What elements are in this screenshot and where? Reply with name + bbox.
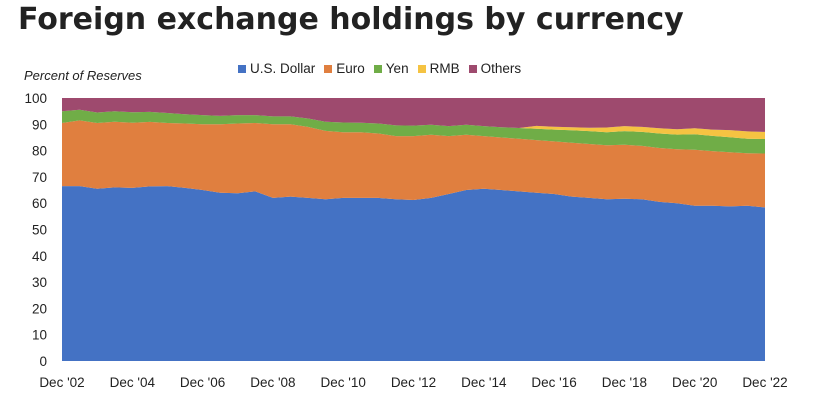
- legend-swatch-euro: [324, 64, 333, 73]
- legend-swatch-us-dollar: [238, 64, 246, 73]
- y-tick-label-40: 40: [32, 249, 47, 264]
- legend-swatch-rmb: [417, 64, 426, 73]
- area-u-s-dollar: [62, 186, 765, 361]
- x-tick-label-dec-20: Dec '20: [672, 375, 717, 390]
- legend-swatch-others: [468, 64, 477, 73]
- y-tick-label-100: 100: [24, 91, 47, 106]
- x-tick-label-dec-16: Dec '16: [531, 375, 576, 390]
- x-tick-label-dec-18: Dec '18: [602, 375, 647, 390]
- y-tick-label-60: 60: [32, 196, 47, 211]
- x-tick-label-dec-04: Dec '04: [110, 375, 156, 390]
- y-tick-label-0: 0: [39, 354, 47, 369]
- x-tick-label-dec-06: Dec '06: [180, 375, 225, 390]
- legend-label-us-dollar: U.S. Dollar: [250, 61, 316, 76]
- legend-label-euro: Euro: [336, 61, 365, 76]
- y-tick-label-90: 90: [32, 117, 47, 132]
- y-axis-ticks: 0 10 20 30 40 50 60 70 80 90 100: [24, 91, 47, 369]
- y-tick-label-20: 20: [32, 301, 47, 316]
- x-tick-label-dec-08: Dec '08: [250, 375, 295, 390]
- y-tick-label-80: 80: [32, 144, 47, 159]
- legend-label-others: Others: [480, 61, 522, 76]
- y-tick-label-70: 70: [32, 170, 47, 185]
- y-axis-label: Percent of Reserves: [24, 68, 142, 83]
- y-tick-label-10: 10: [32, 328, 47, 343]
- x-tick-label-dec-02: Dec '02: [39, 375, 84, 390]
- x-axis-ticks: Dec '02 Dec '04 Dec '06 Dec '08 Dec '10 Dec '…: [39, 375, 787, 390]
- x-tick-label-dec-10: Dec '10: [321, 375, 366, 390]
- legend-item-yen: Yen: [373, 61, 409, 76]
- x-tick-label-dec-14: Dec '14: [461, 375, 507, 390]
- legend-label-rmb: RMB: [429, 61, 460, 76]
- legend: U.S. Dollar Euro Yen RMB Others: [238, 61, 530, 76]
- plot-areas: [62, 98, 765, 361]
- x-tick-label-dec-22: Dec '22: [742, 375, 787, 390]
- legend-label-yen: Yen: [385, 61, 409, 76]
- area-others: [62, 98, 765, 132]
- x-tick-label-dec-12: Dec '12: [391, 375, 436, 390]
- area-euro: [62, 120, 765, 208]
- area-yen: [62, 109, 765, 154]
- y-tick-label-30: 30: [32, 275, 47, 290]
- legend-item-rmb: RMB: [417, 61, 460, 76]
- legend-item-others: Others: [468, 61, 522, 76]
- legend-item-us-dollar: U.S. Dollar: [238, 61, 315, 76]
- y-tick-label-50: 50: [32, 223, 47, 238]
- legend-item-euro: Euro: [324, 61, 365, 76]
- legend-swatch-yen: [373, 64, 382, 73]
- chart-title: Foreign exchange holdings by currency: [18, 2, 684, 37]
